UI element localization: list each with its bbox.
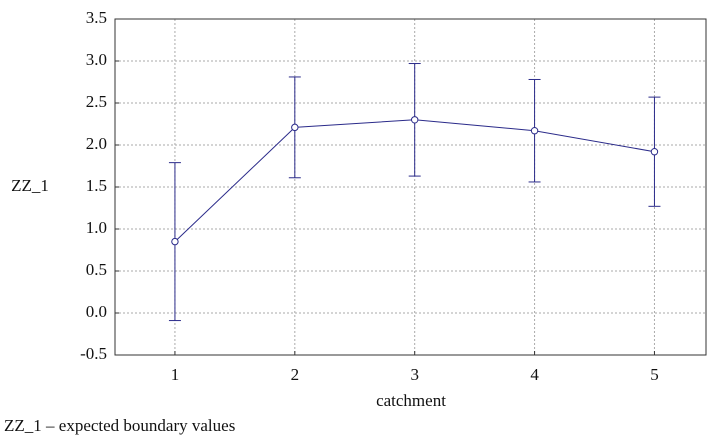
x-axis-label: catchment <box>376 391 446 410</box>
point <box>291 123 299 132</box>
x-tick-label: 4 <box>530 365 539 384</box>
y-tick-label: 1.0 <box>86 218 107 237</box>
point <box>650 148 659 156</box>
y-tick-label: 0.0 <box>86 302 107 321</box>
y-axis-label: ZZ_1 <box>11 176 49 195</box>
point <box>410 116 419 124</box>
x-tick-label: 5 <box>650 365 659 384</box>
y-tick-label: 3.5 <box>86 8 107 27</box>
point <box>530 127 539 135</box>
x-tick-label: 2 <box>291 365 300 384</box>
y-tick-label: 0.5 <box>86 260 107 279</box>
x-tick-label: 3 <box>410 365 419 384</box>
point <box>171 237 179 246</box>
y-tick-label: 1.5 <box>86 176 107 195</box>
plot-frame <box>114 18 707 356</box>
x-tick-label: 1 <box>171 365 180 384</box>
footnote: ZZ_1 – expected boundary values <box>4 416 235 435</box>
y-tick-label: 2.5 <box>86 92 107 111</box>
y-tick-label: 2.0 <box>86 134 107 153</box>
y-tick-label: 3.0 <box>86 50 107 69</box>
y-tick-label: -0.5 <box>80 344 107 363</box>
